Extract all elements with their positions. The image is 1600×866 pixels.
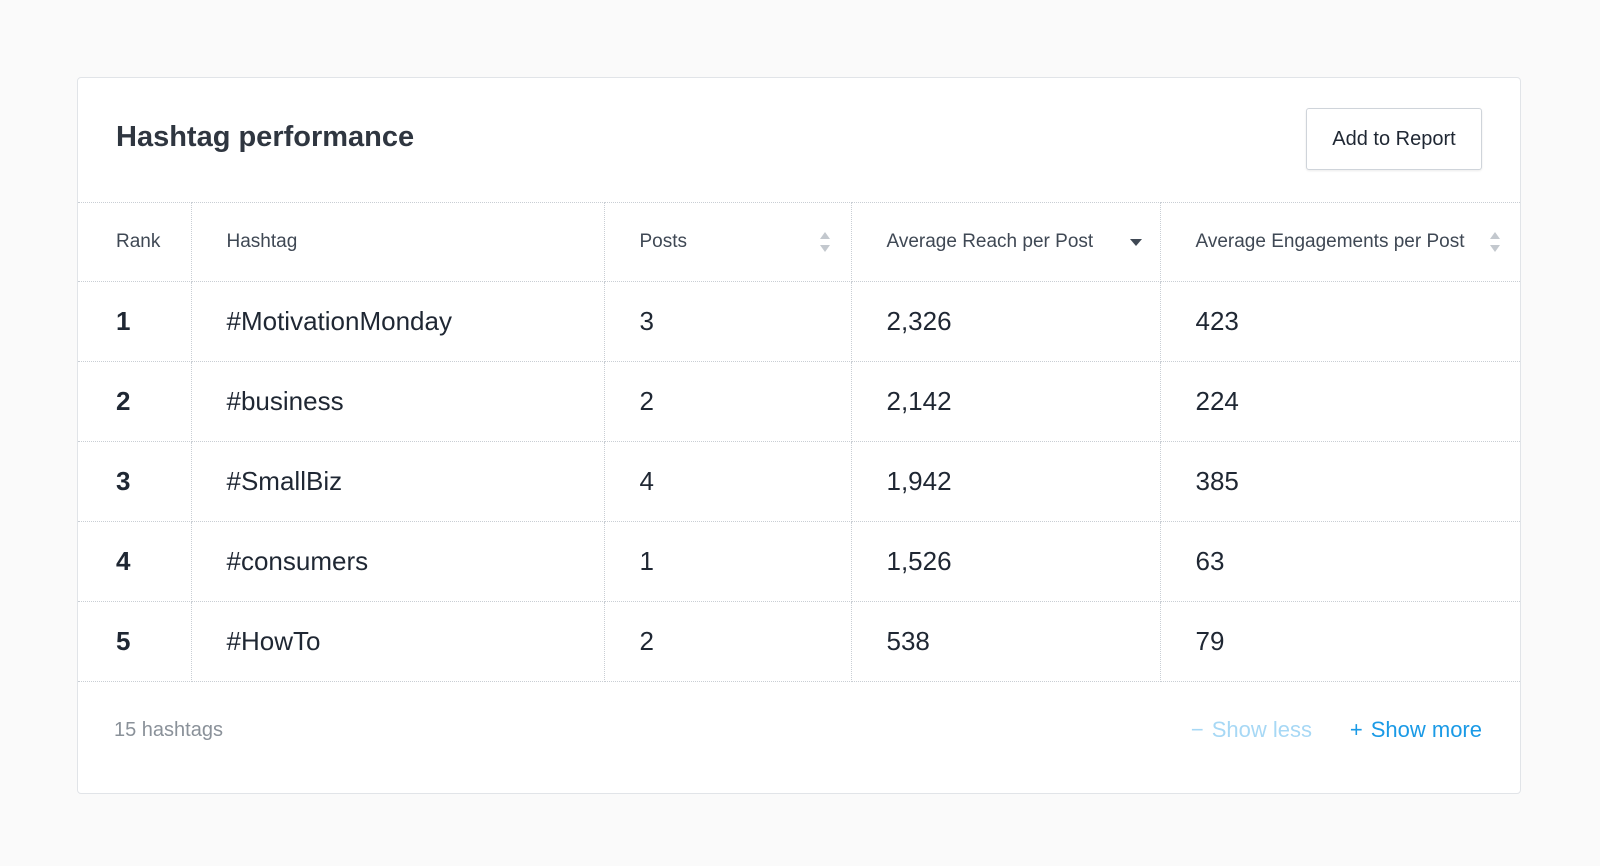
add-to-report-button[interactable]: Add to Report: [1306, 108, 1482, 170]
hashtag-performance-card: Hashtag performance Add to Report Rank H…: [77, 77, 1521, 794]
hashtag-cell: #business: [190, 361, 605, 442]
sort-down-icon[interactable]: [1129, 231, 1142, 253]
hashtag-cell: #HowTo: [190, 601, 605, 682]
table-row: 1 #MotivationMonday 3 2,326 423: [78, 281, 1520, 362]
column-header-engagements-label: Average Engagements per Post: [1195, 231, 1465, 252]
plus-icon: +: [1349, 717, 1363, 742]
column-header-hashtag: Hashtag: [190, 202, 605, 282]
column-header-engagements[interactable]: Average Engagements per Post: [1159, 202, 1520, 282]
card-header: Hashtag performance Add to Report: [78, 78, 1520, 202]
hashtag-count: 15 hashtags: [114, 719, 223, 741]
sort-both-icon[interactable]: [1489, 231, 1501, 253]
minus-icon: −: [1190, 717, 1204, 742]
posts-cell: 2: [603, 601, 852, 682]
show-more-label: Show more: [1370, 717, 1482, 742]
engagements-cell: 79: [1159, 601, 1520, 682]
column-header-posts-label: Posts: [639, 231, 688, 252]
hashtag-cell: #MotivationMonday: [190, 281, 605, 362]
rank-cell: 3: [78, 441, 192, 522]
table-row: 5 #HowTo 2 538 79: [78, 601, 1520, 682]
hashtag-cell: #consumers: [190, 521, 605, 602]
card-footer: 15 hashtags − Show less + Show more: [78, 679, 1520, 794]
card-title: Hashtag performance: [116, 121, 415, 153]
posts-cell: 3: [603, 281, 852, 362]
posts-cell: 1: [603, 521, 852, 602]
engagements-cell: 224: [1159, 361, 1520, 442]
column-header-hashtag-label: Hashtag: [226, 231, 298, 252]
hashtag-table: Rank Hashtag Posts Average Reach per Pos…: [78, 202, 1520, 682]
rank-cell: 2: [78, 361, 192, 442]
engagements-cell: 63: [1159, 521, 1520, 602]
rank-cell: 4: [78, 521, 192, 602]
reach-cell: 538: [850, 601, 1161, 682]
table-row: 3 #SmallBiz 4 1,942 385: [78, 441, 1520, 522]
table-row: 2 #business 2 2,142 224: [78, 361, 1520, 442]
hashtag-cell: #SmallBiz: [190, 441, 605, 522]
rank-cell: 1: [78, 281, 192, 362]
column-header-reach[interactable]: Average Reach per Post: [850, 202, 1161, 282]
reach-cell: 1,942: [850, 441, 1161, 522]
engagements-cell: 385: [1159, 441, 1520, 522]
engagements-cell: 423: [1159, 281, 1520, 362]
show-less-label: Show less: [1211, 717, 1312, 742]
table-row: 4 #consumers 1 1,526 63: [78, 521, 1520, 602]
reach-cell: 2,326: [850, 281, 1161, 362]
column-header-reach-label: Average Reach per Post: [886, 231, 1094, 252]
table-header-row: Rank Hashtag Posts Average Reach per Pos…: [78, 202, 1520, 282]
show-more-button[interactable]: + Show more: [1350, 717, 1482, 743]
column-header-posts[interactable]: Posts: [603, 202, 852, 282]
column-header-rank: Rank: [78, 202, 192, 282]
reach-cell: 2,142: [850, 361, 1161, 442]
rank-cell: 5: [78, 601, 192, 682]
posts-cell: 2: [603, 361, 852, 442]
sort-both-icon[interactable]: [819, 231, 831, 253]
reach-cell: 1,526: [850, 521, 1161, 602]
posts-cell: 4: [603, 441, 852, 522]
column-header-rank-label: Rank: [116, 231, 161, 252]
show-less-button[interactable]: − Show less: [1191, 717, 1312, 743]
